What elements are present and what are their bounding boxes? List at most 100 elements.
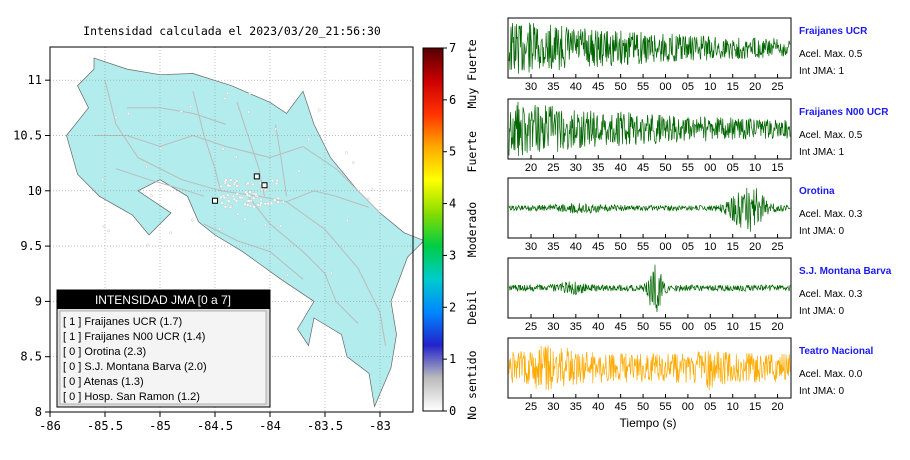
town-dot xyxy=(114,116,118,119)
waveform-tick-label: 05 xyxy=(704,401,716,413)
town-dot xyxy=(236,212,240,216)
town-dot xyxy=(251,182,255,187)
town-dot xyxy=(259,201,263,205)
waveform-panel-5: 25 30 35 40 45 50 55 00 05 10 15 20 Teatro Nacional A… xyxy=(507,337,873,413)
waveform-tick-label: 15 xyxy=(749,401,761,413)
waveform-trace xyxy=(508,101,791,156)
town-dot xyxy=(330,271,333,275)
town-dot xyxy=(227,199,231,203)
town-dot xyxy=(224,178,228,182)
town-dot xyxy=(179,110,183,114)
waveform-tick-label: 40 xyxy=(592,401,604,413)
colorbar-gradient xyxy=(423,48,443,411)
town-dot xyxy=(317,108,321,112)
waveform-tick-label: 00 xyxy=(682,401,694,413)
station-acel: Acel. Max. 0.3 xyxy=(799,289,863,300)
waveform-trace xyxy=(508,345,791,391)
waveform-tick-label: 30 xyxy=(547,401,559,413)
waveform-tick-label: 10 xyxy=(704,81,716,93)
waveform-tick-label: 00 xyxy=(682,321,694,333)
map-x-tick-label: -85 xyxy=(149,419,171,433)
town-dot xyxy=(266,202,270,206)
town-dot xyxy=(270,179,275,183)
town-dot xyxy=(281,200,285,204)
waveform-tick-label: 25 xyxy=(525,401,537,413)
colorbar-ticks: 7 6 5 4 3 2 1 0 xyxy=(443,41,456,418)
station-int: Int JMA: 0 xyxy=(799,386,844,397)
town-dot xyxy=(101,178,104,182)
waveform-tick-label: 15 xyxy=(771,162,783,174)
station-acel: Acel. Max. 0.3 xyxy=(799,209,863,220)
legend-item: [ 0 ] Hosp. San Ramon (1.2) xyxy=(63,391,200,403)
waveform-tick-label: 05 xyxy=(682,81,694,93)
town-dot xyxy=(107,229,111,233)
town-dot xyxy=(228,205,233,209)
waveform-tick-label: 10 xyxy=(727,321,739,333)
town-dot xyxy=(247,194,252,198)
map-road xyxy=(115,168,205,197)
map-legend: INTENSIDAD JMA [0 a 7] [ 1 ] Fraijanes U… xyxy=(56,289,271,408)
colorbar-tick-label: 4 xyxy=(449,197,456,211)
colorbar-category-label: No sentido xyxy=(465,350,479,419)
town-dot xyxy=(231,194,236,199)
waveform-tick-label: 05 xyxy=(682,241,694,253)
town-dot xyxy=(226,193,230,197)
legend-item: [ 1 ] Fraijanes N00 UCR (1.4) xyxy=(63,331,205,343)
waveform-tick-label: 50 xyxy=(637,321,649,333)
town-dot xyxy=(232,182,237,187)
waveform-tick-label: 40 xyxy=(592,321,604,333)
town-dot xyxy=(248,204,252,208)
town-dot xyxy=(235,179,239,183)
waveform-tick-label: 45 xyxy=(615,321,627,333)
waveform-trace xyxy=(508,22,791,74)
town-dot xyxy=(189,105,193,109)
town-dot xyxy=(247,199,251,203)
colorbar-category-label: Debil xyxy=(465,290,479,325)
waveform-tick-label: 15 xyxy=(749,321,761,333)
town-dot xyxy=(234,155,238,159)
station-name: Teatro Nacional xyxy=(799,346,873,357)
town-dot xyxy=(243,202,247,206)
colorbar-frame xyxy=(422,47,444,412)
town-dot xyxy=(351,161,355,164)
waveform-tick-label: 50 xyxy=(615,241,627,253)
station-int: Int JMA: 0 xyxy=(799,226,844,237)
town-dot xyxy=(219,195,223,200)
waveform-tick-label: 35 xyxy=(592,162,604,174)
waveform-panel-1: 30 35 40 45 50 55 00 05 10 15 20 25 Fraijanes UCR Ace… xyxy=(507,17,868,93)
waveform-tick-label: 10 xyxy=(727,401,739,413)
colorbar-tick-label: 5 xyxy=(449,145,456,159)
town-dot xyxy=(246,203,250,207)
map-y-tick-label: 9 xyxy=(35,294,42,308)
waveform-tick-label: 55 xyxy=(659,401,671,413)
station-name: Orotina xyxy=(799,186,835,197)
town-dot xyxy=(251,196,256,200)
town-dot xyxy=(149,194,153,198)
waveform-tick-label: 35 xyxy=(547,241,559,253)
waveform-tick-label: 30 xyxy=(547,321,559,333)
map-y-tick-label: 9.5 xyxy=(20,239,42,253)
intensity-colorbar: 7 6 5 4 3 2 1 0 Muy Fuerte Fuerte Moderado Debil No… xyxy=(422,39,479,420)
waveform-tick-label: 10 xyxy=(704,241,716,253)
colorbar-tick-label: 3 xyxy=(449,248,456,262)
town-dot xyxy=(234,199,239,203)
waveform-tick-label: 40 xyxy=(570,81,582,93)
town-dot xyxy=(223,97,227,100)
time-axis-label: Tiempo (s) xyxy=(620,416,677,430)
waveform-panel-2: 20 25 30 35 40 45 50 55 00 05 10 15 Fraijanes N00 UC… xyxy=(507,98,889,174)
legend-item: [ 1 ] Fraijanes UCR (1.7) xyxy=(63,316,182,328)
town-dot xyxy=(279,224,282,228)
legend-header xyxy=(57,290,270,309)
waveform-tick-label: 40 xyxy=(615,162,627,174)
waveform-trace xyxy=(508,264,791,313)
town-dot xyxy=(286,273,289,277)
town-dot xyxy=(248,190,252,194)
waveform-frame xyxy=(507,257,792,319)
station-acel: Acel. Max. 0.0 xyxy=(799,369,863,380)
waveform-tick-label: 55 xyxy=(637,81,649,93)
town-dot xyxy=(307,137,311,141)
waveform-tick-label: 05 xyxy=(727,162,739,174)
waveform-tick-label: 20 xyxy=(749,241,761,253)
map-y-tick-label: 8.5 xyxy=(20,350,42,364)
